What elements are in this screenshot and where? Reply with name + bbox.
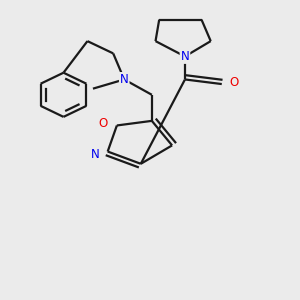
Text: O: O <box>229 76 238 89</box>
Text: N: N <box>120 73 129 86</box>
Text: O: O <box>98 117 107 130</box>
Text: N: N <box>90 148 99 161</box>
Text: N: N <box>181 50 189 63</box>
